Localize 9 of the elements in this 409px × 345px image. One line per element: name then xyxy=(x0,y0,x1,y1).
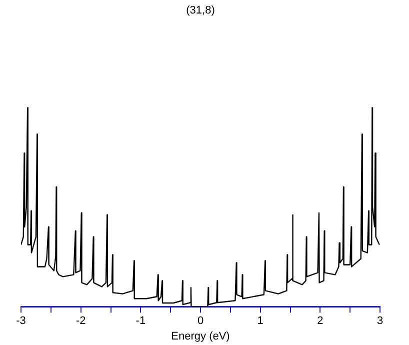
x-tick-label: 2 xyxy=(317,315,324,328)
x-axis-title: Energy (eV) xyxy=(171,330,230,342)
x-tick-label: -2 xyxy=(76,315,86,328)
x-tick-label: -3 xyxy=(16,315,26,328)
chart-title: (31,8) xyxy=(186,4,215,17)
x-tick-label: 3 xyxy=(376,315,384,328)
x-tick-label: -1 xyxy=(136,315,146,328)
x-tick-label: 0 xyxy=(197,315,204,328)
x-tick-label: 1 xyxy=(257,315,264,328)
